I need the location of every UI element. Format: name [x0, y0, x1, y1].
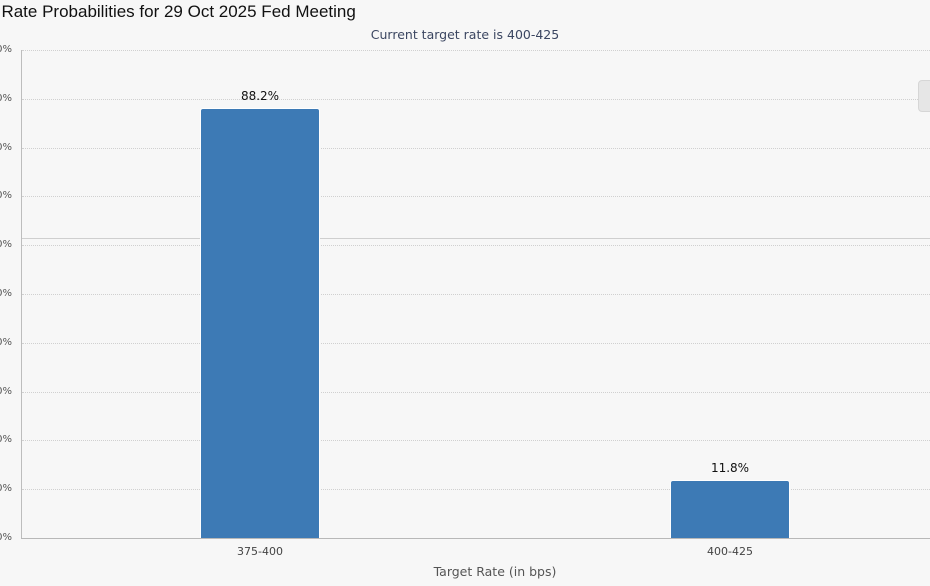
x-axis-title: Target Rate (in bps): [433, 564, 557, 579]
x-axis-line: [21, 538, 930, 539]
bar-data-label: 88.2%: [240, 88, 280, 103]
x-tick-label: 400-425: [707, 545, 753, 558]
x-tick-label: 375-400: [237, 545, 283, 558]
gridline: [22, 196, 930, 198]
gridline: [22, 245, 930, 247]
y-tick-label: 0%: [0, 239, 12, 251]
gridline: [22, 440, 930, 442]
gridline: [22, 294, 930, 295]
chart-menu-button[interactable]: [918, 80, 930, 112]
chart-subtitle: Current target rate is 400-425: [370, 27, 560, 42]
gridline: [22, 50, 930, 51]
y-tick-label: 0%: [0, 190, 12, 202]
y-tick-label: 0%: [0, 336, 12, 348]
gridline: [22, 342, 930, 344]
y-tick-label: 0%: [0, 288, 12, 299]
y-tick-label: 0%: [0, 385, 12, 397]
bar-400-425[interactable]: [670, 480, 790, 538]
y-tick-label: 0%: [0, 92, 12, 104]
crosshair-line: [22, 238, 930, 239]
gridline: [22, 391, 930, 393]
bar-data-label: 11.8%: [710, 461, 750, 476]
gridline: [22, 489, 930, 491]
y-tick-label: 0%: [0, 44, 12, 55]
y-tick-label: 0%: [0, 483, 12, 495]
gridline: [22, 147, 930, 149]
y-tick-label: 0%: [0, 141, 12, 153]
y-axis-line: [21, 50, 22, 538]
bar-375-400[interactable]: [200, 107, 320, 538]
chart-title: t Rate Probabilities for 29 Oct 2025 Fed…: [0, 2, 356, 21]
y-tick-label: 0%: [0, 532, 12, 543]
y-tick-label: 0%: [0, 434, 12, 446]
gridline: [22, 98, 930, 100]
